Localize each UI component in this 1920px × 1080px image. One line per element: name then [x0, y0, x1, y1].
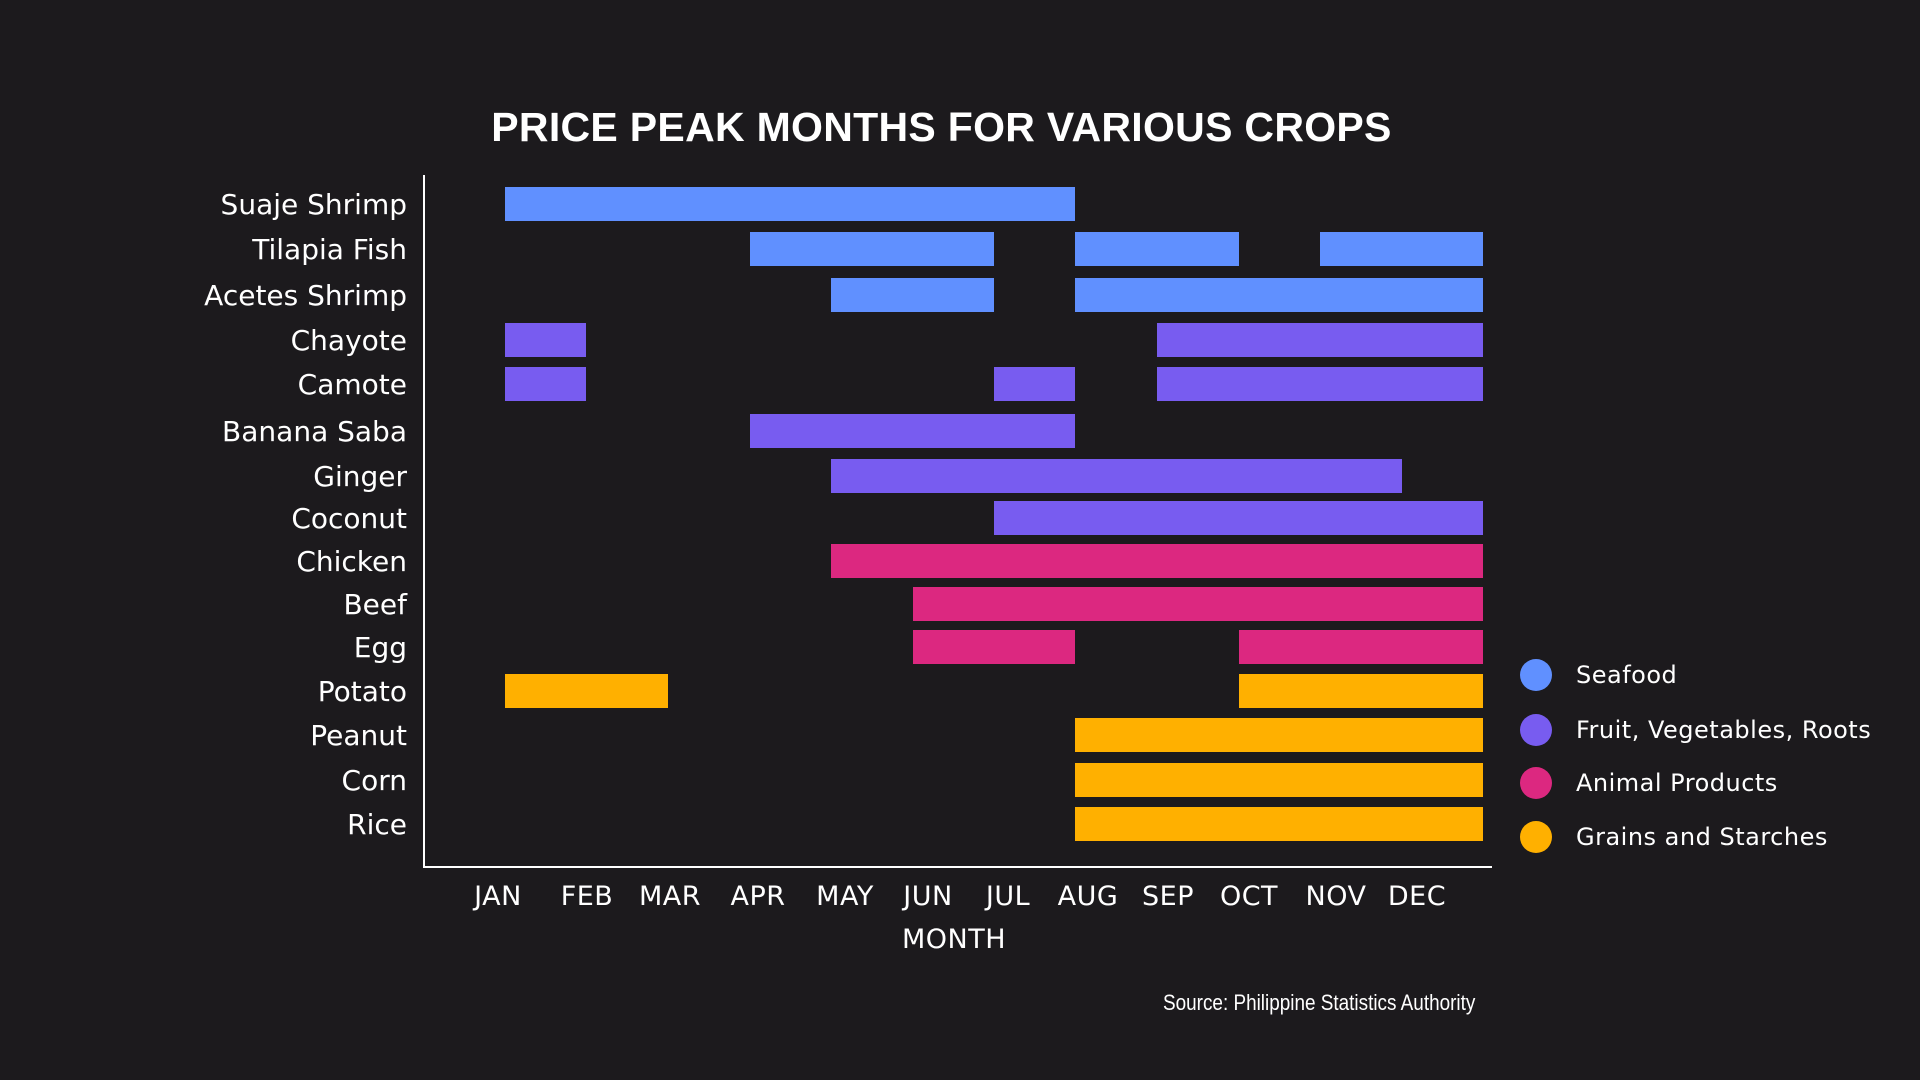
bar-tilapia-fish-2: [1075, 232, 1239, 266]
month-tick-jun: JUN: [901, 881, 952, 912]
bar-acetes-shrimp-2: [1075, 278, 1483, 312]
bar-egg-1: [913, 630, 1075, 664]
legend-label-animal-products: Animal Products: [1576, 769, 1778, 797]
crop-label-corn: Corn: [342, 764, 407, 797]
bars-layer: [505, 187, 1483, 841]
crop-label-acetes-shrimp: Acetes Shrimp: [204, 279, 407, 312]
x-axis-title: MONTH: [902, 924, 1006, 955]
legend-label-fruit-vegetables-roots: Fruit, Vegetables, Roots: [1576, 716, 1872, 744]
bar-chayote-1: [505, 323, 586, 357]
legend-swatch-grains-and-starches: [1520, 821, 1552, 853]
crop-label-peanut: Peanut: [310, 719, 407, 752]
legend-item-seafood: Seafood: [1520, 655, 1677, 695]
month-tick-aug: AUG: [1058, 881, 1119, 912]
legend-swatch-fruit-vegetables-roots: [1520, 714, 1552, 746]
month-tick-jul: JUL: [984, 881, 1030, 912]
bar-tilapia-fish-1: [750, 232, 994, 266]
bar-banana-saba-1: [750, 414, 1075, 448]
bar-beef-1: [913, 587, 1483, 621]
bar-camote-3: [1157, 367, 1483, 401]
bar-camote-2: [994, 367, 1075, 401]
month-tick-apr: APR: [730, 881, 785, 912]
crop-label-camote: Camote: [298, 368, 407, 401]
bar-camote-1: [505, 367, 586, 401]
month-labels-layer: JAN FEB MAR APR MAY JUN JUL AUG SEP OCT NOV DEC: [472, 881, 1446, 912]
bar-coconut-1: [994, 501, 1483, 535]
bar-ginger-1: [831, 459, 1402, 493]
crop-label-chayote: Chayote: [291, 324, 407, 357]
crop-labels-layer: Suaje Shrimp Tilapia Fish Acetes Shrimp Cha…: [204, 188, 408, 841]
month-tick-may: MAY: [816, 881, 874, 912]
month-tick-oct: OCT: [1220, 881, 1278, 912]
bar-peanut-1: [1075, 718, 1483, 752]
bar-corn-1: [1075, 763, 1483, 797]
bar-potato-1: [505, 674, 668, 708]
legend-item-animal-products: Animal Products: [1520, 763, 1778, 803]
month-tick-dec: DEC: [1388, 881, 1446, 912]
legend-label-seafood: Seafood: [1576, 661, 1678, 689]
month-tick-nov: NOV: [1306, 881, 1367, 912]
crop-label-egg: Egg: [354, 631, 407, 664]
crop-label-beef: Beef: [343, 588, 408, 621]
source-note: Source: Philippine Statistics Authority: [1163, 990, 1476, 1015]
crop-label-banana-saba: Banana Saba: [222, 415, 407, 448]
crop-label-coconut: Coconut: [291, 502, 407, 535]
bar-chayote-2: [1157, 323, 1483, 357]
crop-label-ginger: Ginger: [313, 460, 407, 493]
legend-item-fruit-vegetables-roots: Fruit, Vegetables, Roots: [1520, 710, 1871, 750]
crop-label-potato: Potato: [318, 675, 407, 708]
bar-potato-2: [1239, 674, 1483, 708]
bar-egg-2: [1239, 630, 1483, 664]
bar-rice-1: [1075, 807, 1483, 841]
month-tick-jan: JAN: [472, 881, 522, 912]
bar-chicken-1: [831, 544, 1483, 578]
crop-label-tilapia-fish: Tilapia Fish: [251, 233, 407, 266]
legend-swatch-animal-products: [1520, 767, 1552, 799]
legend-swatch-seafood: [1520, 659, 1552, 691]
bar-suaje-shrimp-1: [505, 187, 1075, 221]
month-tick-mar: MAR: [639, 881, 701, 912]
bar-tilapia-fish-3: [1320, 232, 1483, 266]
crop-label-suaje-shrimp: Suaje Shrimp: [221, 188, 407, 221]
legend-label-grains-and-starches: Grains and Starches: [1576, 823, 1828, 851]
chart-title: PRICE PEAK MONTHS FOR VARIOUS CROPS: [491, 104, 1392, 150]
crop-label-chicken: Chicken: [296, 545, 407, 578]
month-tick-sep: SEP: [1142, 881, 1194, 912]
legend-item-grains-and-starches: Grains and Starches: [1520, 817, 1828, 857]
crop-label-rice: Rice: [347, 808, 407, 841]
month-tick-feb: FEB: [561, 881, 614, 912]
bar-acetes-shrimp-1: [831, 278, 994, 312]
